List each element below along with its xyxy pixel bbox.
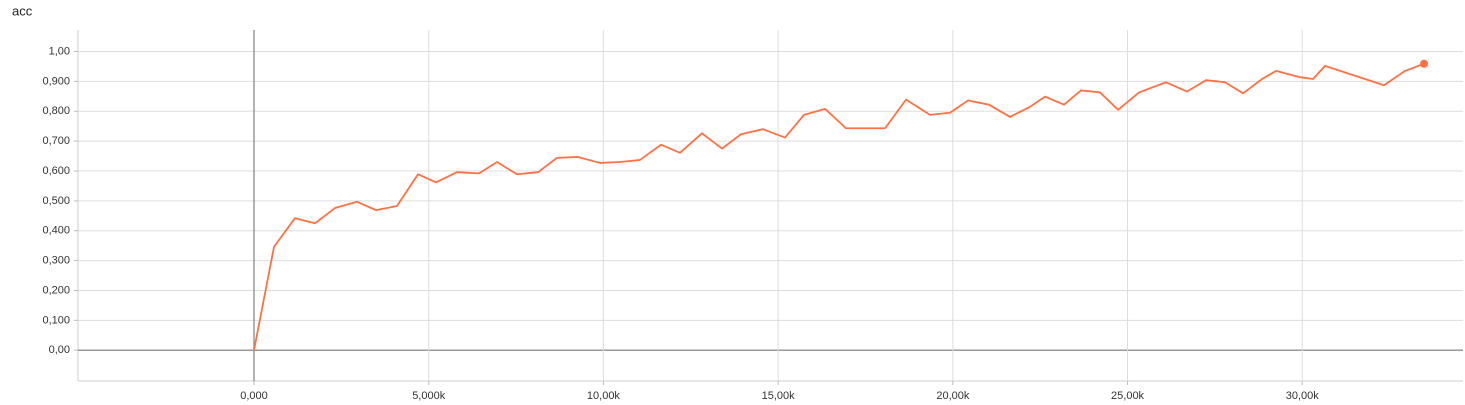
chart-title: acc bbox=[12, 3, 33, 18]
y-tick-label: 0,900 bbox=[42, 75, 70, 87]
x-tick-label: 30,00k bbox=[1286, 390, 1320, 402]
y-tick-label: 1,00 bbox=[49, 45, 70, 57]
x-tick-label: 0,000 bbox=[240, 390, 268, 402]
x-tick-label: 20,00k bbox=[936, 390, 970, 402]
y-tick-label: 0,400 bbox=[42, 225, 70, 237]
y-tick-label: 0,700 bbox=[42, 135, 70, 147]
x-tick-label: 10,00k bbox=[587, 390, 621, 402]
x-tick-label: 25,00k bbox=[1111, 390, 1145, 402]
x-tick-label: 5,000k bbox=[412, 390, 446, 402]
y-tick-label: 0,00 bbox=[49, 344, 70, 356]
line bbox=[253, 62, 1425, 351]
end-point bbox=[1420, 59, 1429, 68]
y-tick-label: 0,200 bbox=[42, 284, 70, 296]
y-tick-label: 0,500 bbox=[42, 195, 70, 207]
y-tick-label: 0,600 bbox=[42, 165, 70, 177]
y-tick-label: 0,800 bbox=[42, 105, 70, 117]
x-tick-label: 15,00k bbox=[762, 390, 796, 402]
y-tick-label: 0,100 bbox=[42, 314, 70, 326]
y-tick-label: 0,300 bbox=[42, 255, 70, 267]
